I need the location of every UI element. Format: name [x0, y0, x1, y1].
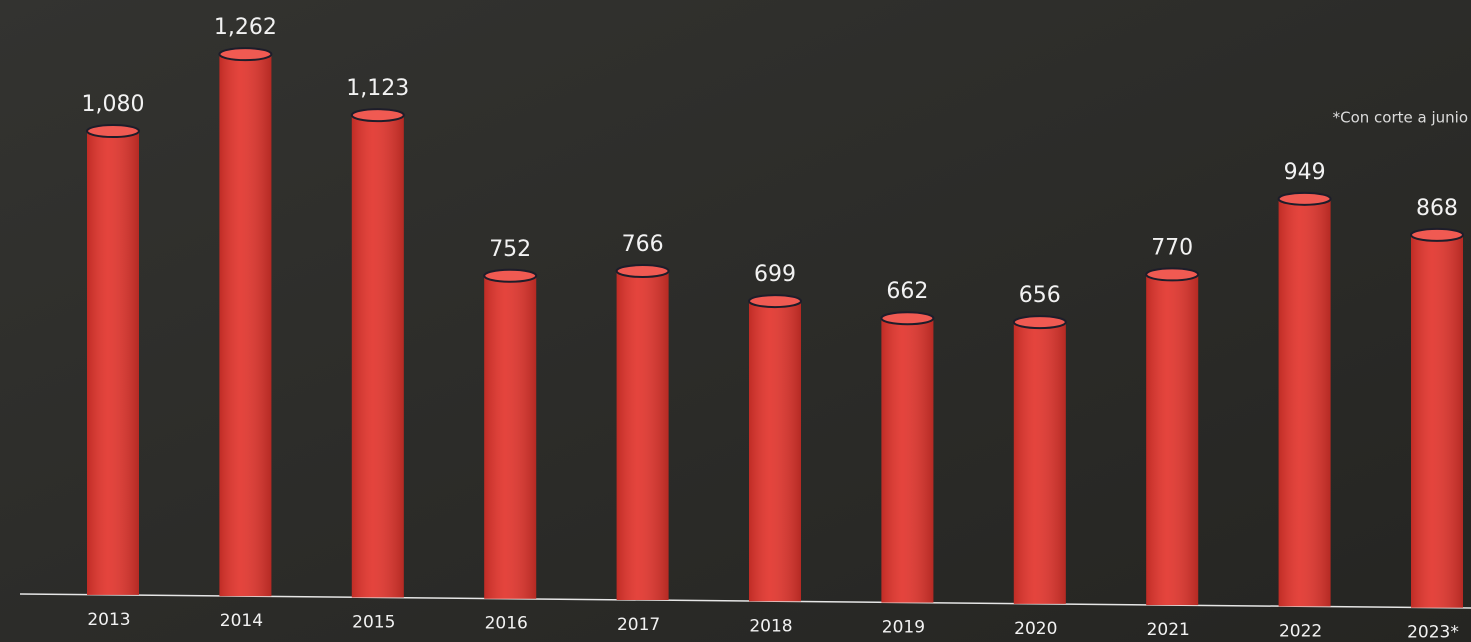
bar-shade [617, 271, 669, 600]
bar-shade [87, 131, 139, 595]
x-tick-label: 2023* [1407, 623, 1459, 642]
x-tick-label: 2019 [882, 618, 925, 638]
bar-shade [484, 276, 536, 599]
x-tick-label: 2018 [749, 616, 792, 636]
x-tick-label: 2016 [485, 614, 528, 634]
value-label: 752 [489, 237, 531, 262]
value-label: 1,262 [214, 15, 277, 40]
bar-shade [1279, 199, 1331, 607]
bar-cap [1411, 229, 1463, 241]
value-label: 699 [754, 262, 796, 287]
bar-shade [1146, 274, 1198, 605]
bar-shade [881, 318, 933, 602]
bar-cap [1279, 193, 1331, 205]
value-label: 770 [1151, 235, 1193, 260]
bar-shade [749, 301, 801, 601]
chart: *Con corte a junio 1,080 2013 1,262 2014 1,1… [0, 0, 1471, 642]
value-label: 1,123 [346, 76, 409, 101]
bar-shade [1411, 235, 1463, 608]
bar-cap [1014, 316, 1066, 328]
bar-shade [352, 115, 404, 597]
x-tick-label: 2017 [617, 615, 660, 635]
bar-cap [1146, 268, 1198, 280]
bar-cap [617, 265, 669, 277]
annotation: *Con corte a junio [1333, 109, 1468, 127]
x-tick-label: 2020 [1014, 619, 1057, 639]
value-label: 1,080 [82, 92, 145, 117]
x-tick-label: 2015 [352, 612, 395, 632]
bar-cap [219, 48, 271, 60]
bar-cap [87, 125, 139, 137]
bar-shade [1014, 322, 1066, 604]
bar-cap [749, 295, 801, 307]
x-tick-label: 2014 [220, 611, 263, 631]
x-tick-label: 2013 [87, 610, 130, 630]
bar-shade [219, 54, 271, 596]
x-tick-label: 2022 [1279, 621, 1322, 641]
value-label: 868 [1416, 196, 1458, 221]
x-tick-label: 2021 [1147, 620, 1190, 640]
bar-cap [881, 312, 933, 324]
value-label: 949 [1284, 160, 1326, 185]
value-label: 766 [622, 232, 664, 257]
bar-cap [484, 270, 536, 282]
bar-cap [352, 109, 404, 121]
value-label: 656 [1019, 283, 1061, 308]
value-label: 662 [886, 279, 928, 304]
